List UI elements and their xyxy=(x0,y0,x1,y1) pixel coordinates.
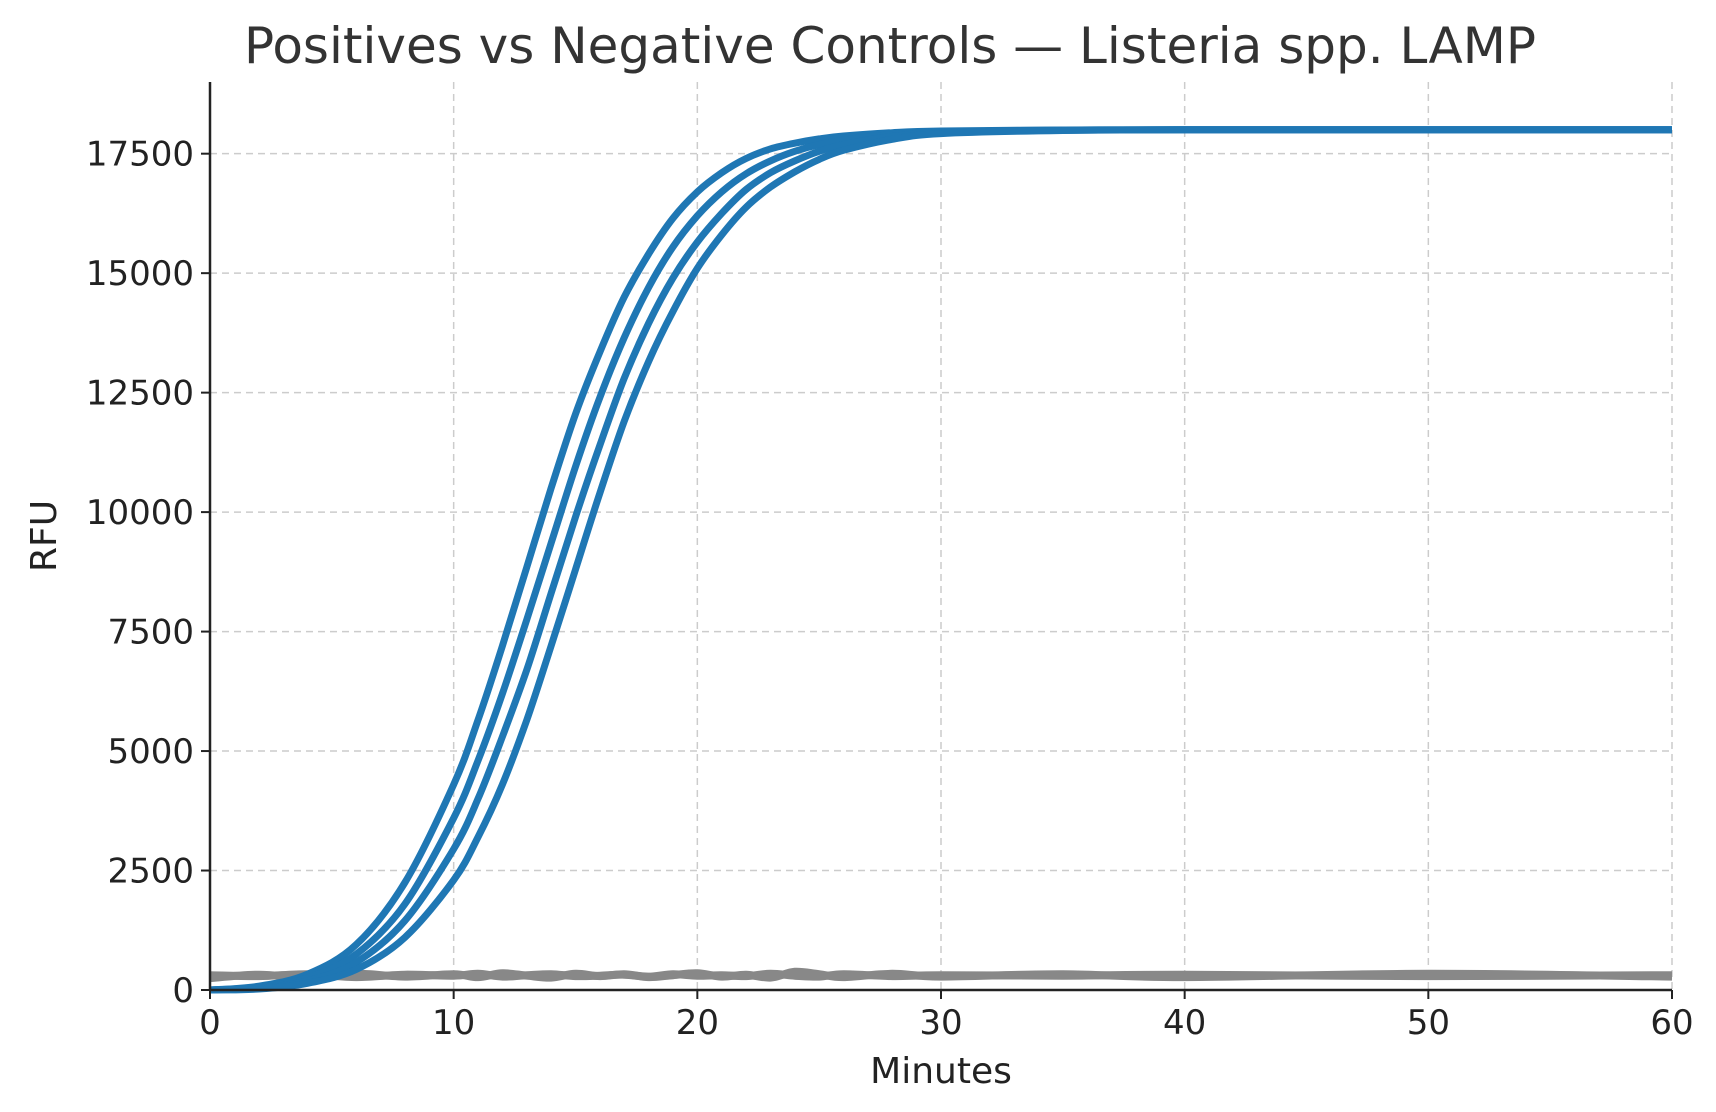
y-tick-label: 12500 xyxy=(86,374,194,414)
x-tick-label: 40 xyxy=(1163,1003,1206,1043)
x-tick-label: 20 xyxy=(676,1003,719,1043)
y-axis-label: RFU xyxy=(24,500,65,572)
x-tick-label: 60 xyxy=(1650,1003,1693,1043)
negative-control-line xyxy=(209,967,1673,983)
x-axis-label: Minutes xyxy=(870,1051,1012,1092)
y-tick-label: 5000 xyxy=(107,732,194,772)
chart-title: Positives vs Negative Controls — Listeri… xyxy=(244,17,1536,75)
x-tick-label: 10 xyxy=(432,1003,475,1043)
positive-sample-line xyxy=(209,126,1672,994)
y-tick-label: 2500 xyxy=(107,852,194,892)
x-tick-label: 0 xyxy=(199,1003,221,1043)
y-tick-label: 10000 xyxy=(86,493,194,533)
x-tick-label: 50 xyxy=(1407,1003,1450,1043)
x-tick-label: 30 xyxy=(919,1003,962,1043)
y-tick-label: 15000 xyxy=(86,254,194,294)
positive-sample-line xyxy=(209,126,1672,994)
y-tick-label: 0 xyxy=(172,971,194,1011)
y-tick-label: 17500 xyxy=(86,135,194,175)
grid xyxy=(209,82,1673,991)
y-tick-label: 7500 xyxy=(107,613,194,653)
plot-area xyxy=(209,126,1673,994)
ticks: 0 10 20 30 40 50 60 0 2500 5000 7500 10000 12500 1500… xyxy=(86,135,1694,1043)
